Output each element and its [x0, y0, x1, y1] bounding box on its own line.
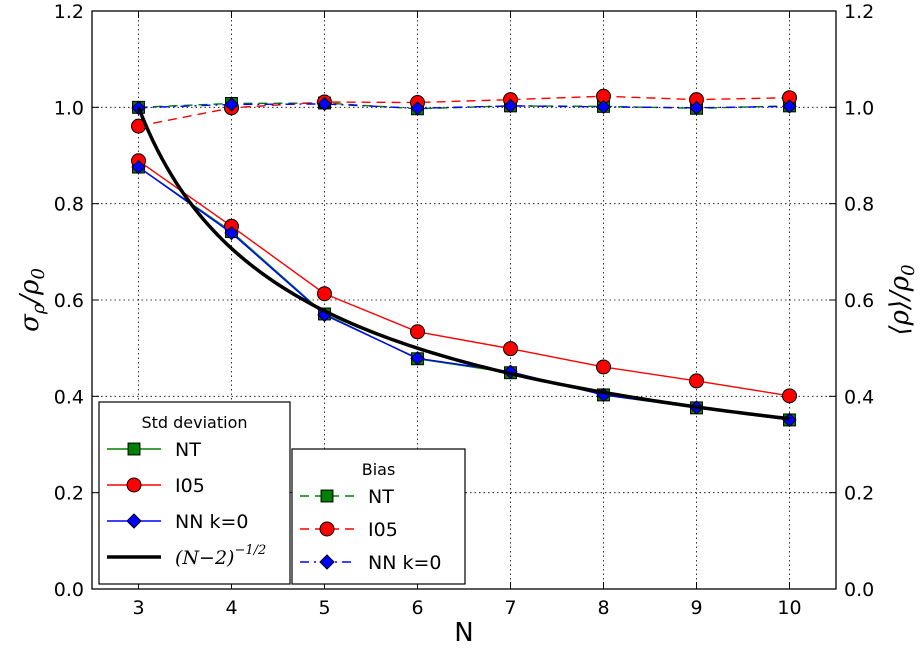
x-tick-label: 5 [318, 597, 330, 619]
curve-line [136, 106, 790, 421]
x-tick-label: 7 [504, 597, 516, 619]
legend-label: (N−2)−1/2 [175, 543, 266, 569]
y-axis-label-left-text: σρ/ρ0 [15, 268, 49, 332]
series-layer [131, 88, 797, 428]
y-tick-label-right: 1.0 [844, 97, 874, 119]
y-tick-label-right: 0.4 [844, 386, 874, 408]
x-axis-label: N [454, 618, 473, 648]
y-tick-label-left: 0.2 [54, 483, 84, 505]
y-tick-label-right: 1.2 [844, 1, 874, 23]
data-point [410, 101, 425, 116]
legend-title: Std deviation [141, 413, 247, 432]
x-tick-label: 9 [690, 597, 702, 619]
data-point [782, 388, 797, 404]
y-tick-label-right: 0.0 [844, 579, 874, 601]
data-point [317, 96, 332, 112]
data-point [317, 286, 332, 302]
legend-label: NN k=0 [175, 511, 248, 533]
y-tick-label-right: 0.8 [844, 194, 874, 216]
legend-marker [319, 521, 335, 537]
data-point [410, 351, 425, 366]
legend-label: I05 [368, 519, 398, 541]
legend-marker [320, 489, 334, 503]
legend-label: I05 [175, 475, 205, 497]
y-axis-label-left: σρ/ρ0 [15, 268, 49, 332]
y-tick-label-left: 0.8 [54, 194, 84, 216]
x-tick-label: 3 [132, 597, 144, 619]
series-line [138, 102, 790, 110]
x-tick-label: 6 [411, 597, 423, 619]
data-point [689, 100, 704, 116]
y-tick-label-right: 0.6 [844, 290, 874, 312]
y-tick-label-left: 0.0 [54, 579, 84, 601]
x-tick-label: 8 [597, 597, 609, 619]
plot-frame [91, 10, 837, 590]
y-axis-label-right: ⟨ρ⟩/ρ0 [885, 264, 919, 335]
data-point [131, 159, 146, 175]
data-point [410, 324, 425, 340]
data-point [503, 98, 518, 114]
legend-marker [126, 477, 142, 493]
legend-box [98, 401, 291, 585]
data-point [596, 99, 611, 115]
legend-bias: Bias NT I05 NN k=0 [291, 448, 466, 585]
data-point [596, 359, 611, 375]
y-tick-label-left: 0.6 [54, 290, 84, 312]
data-point [503, 341, 518, 357]
legend-marker [126, 513, 142, 529]
y-tick-label-left: 1.2 [54, 1, 84, 23]
series-line [138, 95, 790, 127]
legend-title: Bias [362, 460, 396, 479]
data-point [224, 97, 239, 112]
y-tick-label-left: 1.0 [54, 97, 84, 119]
legend-marker [127, 442, 141, 456]
legend-label: NT [175, 439, 201, 461]
legend-marker [319, 554, 335, 570]
legend-std-deviation: Std deviation NT I05 NN k=0 (N−2)−1/2 [98, 401, 291, 585]
y-tick-label-left: 0.4 [54, 386, 84, 408]
legend-label: NN k=0 [368, 552, 441, 574]
x-tick-label: 10 [777, 597, 801, 619]
legend-label: NT [368, 486, 394, 508]
x-tick-label: 4 [225, 597, 237, 619]
legends: Std deviation NT I05 NN k=0 (N−2)−1/2 Bias NT I… [98, 401, 466, 585]
data-point [224, 225, 239, 241]
ticks: 3 4 5 6 7 8 9 10 0.0 0.0 0.2 0.2 0.4 0.4 0.6 0.6 0.8 0.8 1… [54, 1, 874, 619]
series-line [138, 103, 790, 109]
series-line [138, 160, 790, 397]
data-point [689, 373, 704, 389]
y-axis-label-right-text: ⟨ρ⟩/ρ0 [885, 264, 919, 335]
data-point [782, 99, 797, 114]
y-tick-label-right: 0.2 [844, 483, 874, 505]
